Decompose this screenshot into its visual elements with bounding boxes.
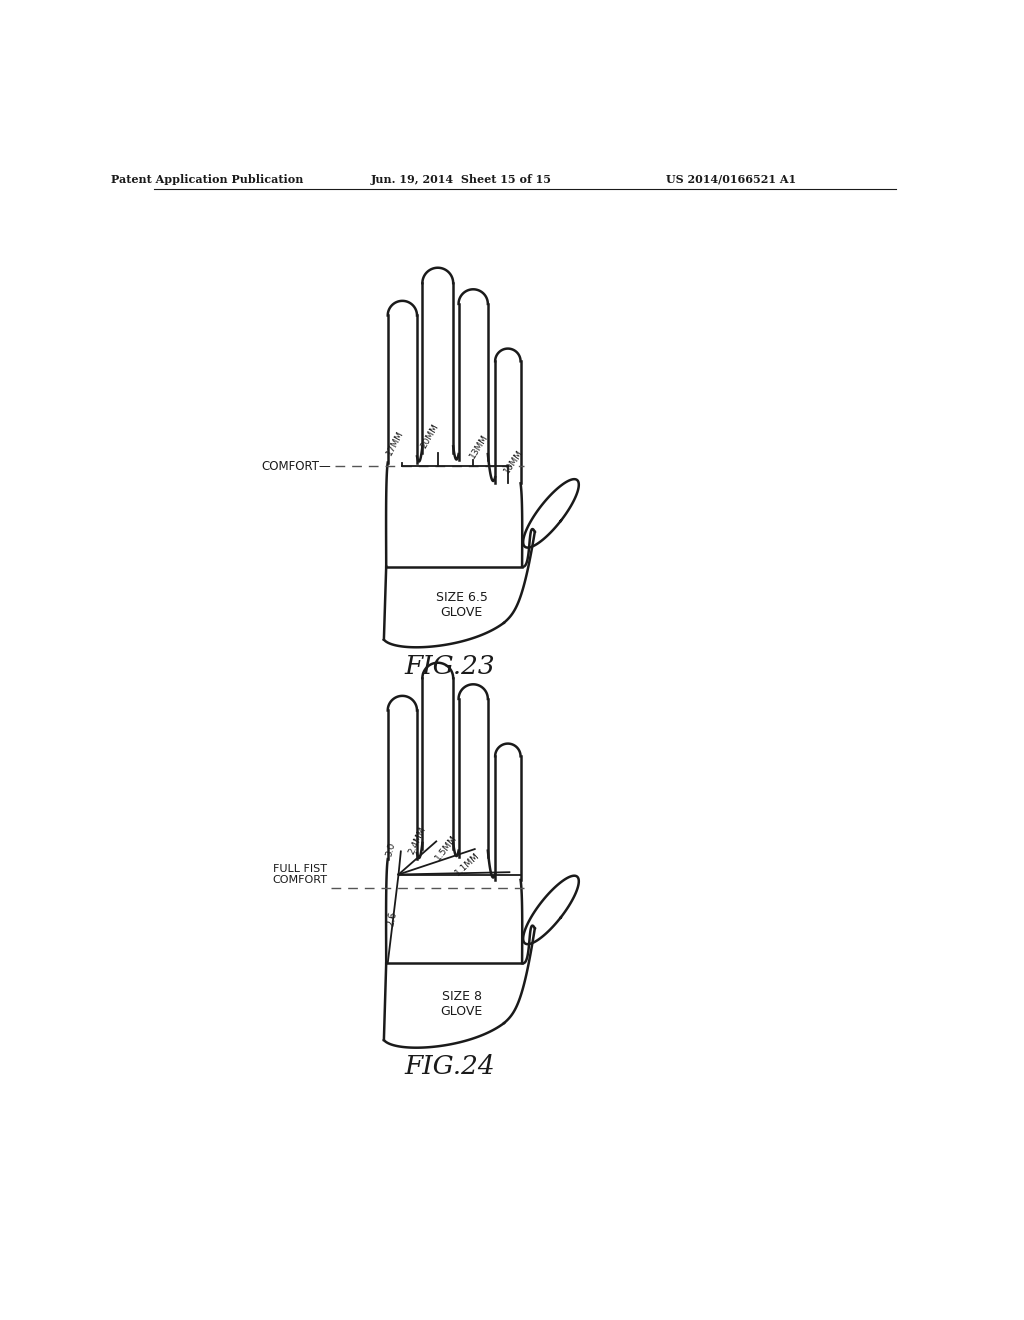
Text: US 2014/0166521 A1: US 2014/0166521 A1 xyxy=(666,174,797,185)
Text: FIG.23: FIG.23 xyxy=(404,655,496,678)
Text: 13MM: 13MM xyxy=(468,433,490,461)
Text: SIZE 8
GLOVE: SIZE 8 GLOVE xyxy=(440,990,482,1018)
Text: 17MM: 17MM xyxy=(384,429,404,457)
Text: Jun. 19, 2014  Sheet 15 of 15: Jun. 19, 2014 Sheet 15 of 15 xyxy=(371,174,552,185)
Text: FIG.24: FIG.24 xyxy=(404,1055,496,1080)
Text: SIZE 6.5
GLOVE: SIZE 6.5 GLOVE xyxy=(436,591,487,619)
Text: FULL FIST
COMFORT: FULL FIST COMFORT xyxy=(272,863,327,886)
Text: 1.1MM: 1.1MM xyxy=(454,851,482,878)
Text: 20MM: 20MM xyxy=(420,422,440,450)
Text: 3.0: 3.0 xyxy=(384,841,396,857)
Text: Patent Application Publication: Patent Application Publication xyxy=(112,174,304,185)
Text: 2.4MM: 2.4MM xyxy=(408,826,428,857)
Text: 10MM: 10MM xyxy=(503,447,525,475)
Text: 1.5MM: 1.5MM xyxy=(433,833,459,862)
Text: 2.6: 2.6 xyxy=(385,911,398,928)
Text: COMFORT—: COMFORT— xyxy=(261,459,331,473)
